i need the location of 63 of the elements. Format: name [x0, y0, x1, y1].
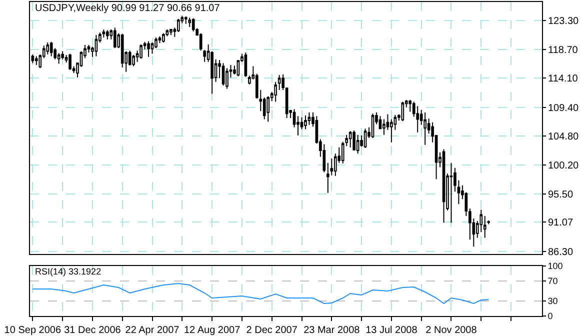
chart-title: USDJPY,Weekly 90.99 91.27 90.66 91.07	[35, 3, 220, 14]
y-tick-label: 114.10	[548, 74, 578, 85]
candlestick	[416, 106, 420, 133]
candlestick	[382, 118, 386, 136]
y-tick-label: 0	[548, 311, 553, 322]
candlestick	[120, 33, 124, 68]
y-tick-label: 95.50	[548, 190, 574, 201]
y-tick-label: 30	[548, 296, 558, 306]
candlestick	[188, 17, 192, 28]
x-tick-label: 12 Aug 2007	[184, 325, 241, 336]
line-series	[32, 283, 490, 304]
candlestick	[390, 118, 393, 143]
candlestick	[184, 16, 188, 24]
candlestick	[61, 50, 64, 60]
candlestick	[326, 162, 330, 194]
candlestick	[348, 130, 352, 148]
candlestick	[132, 54, 135, 67]
candlestick	[106, 30, 109, 40]
y-tick-label: 104.80	[548, 132, 580, 143]
candlestick	[50, 41, 53, 57]
candlestick	[274, 81, 277, 102]
x-tick-label: 2 Nov 2008	[426, 325, 478, 336]
candlestick	[162, 32, 165, 44]
candlestick	[244, 52, 248, 78]
x-tick-label: 13 Jul 2008	[366, 325, 418, 336]
candlestick	[192, 18, 195, 32]
candlestick	[356, 134, 360, 154]
y-tick-label: 123.30	[548, 16, 580, 28]
candlestick	[158, 36, 162, 44]
x-tick-label: 31 Dec 2006	[64, 325, 122, 336]
candlestick	[46, 42, 50, 55]
candlestick	[401, 101, 404, 122]
candlestick	[442, 148, 446, 224]
candlestick	[450, 162, 453, 224]
y-tick-label: 109.40	[548, 102, 580, 114]
candlestick	[68, 53, 72, 70]
y-tick-label: 86.30	[548, 247, 574, 258]
y-tick-label: 100.20	[548, 160, 580, 172]
candlestick	[352, 130, 356, 151]
candlestick	[483, 215, 486, 238]
y-tick-label: 100	[548, 261, 563, 272]
y-tick-label: 118.70	[548, 44, 578, 56]
chart-title: RSI(14) 33.1922	[35, 266, 102, 276]
candlestick	[266, 96, 270, 122]
x-tick-label: 2 Dec 2007	[246, 325, 298, 336]
candlestick	[278, 74, 281, 90]
candlestick	[34, 56, 38, 66]
candlestick	[424, 112, 426, 146]
x-tick-label: 22 Apr 2007	[125, 325, 180, 336]
candlestick	[94, 34, 98, 57]
candlestick	[364, 128, 367, 148]
x-tick-label: 10 Sep 2006	[4, 325, 62, 336]
y-tick-label: 70	[548, 276, 558, 286]
candlestick	[113, 27, 116, 49]
candlestick	[308, 112, 311, 126]
y-tick-label: 91.07	[548, 217, 574, 228]
candlestick	[222, 62, 225, 86]
x-tick-label: 23 Mar 2008	[304, 325, 360, 336]
candlestick	[304, 115, 307, 130]
candlestick	[102, 28, 106, 38]
candlestick	[170, 28, 172, 36]
candlestick	[140, 44, 142, 60]
candlestick	[147, 40, 150, 58]
